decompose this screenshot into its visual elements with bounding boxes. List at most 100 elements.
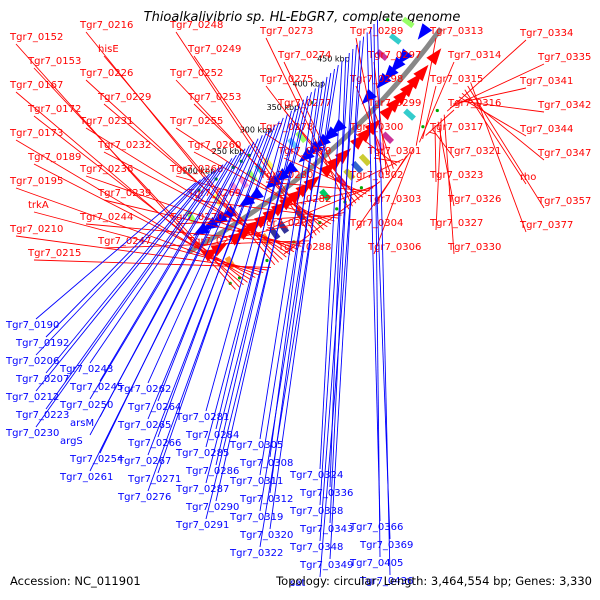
reverse-label-line [269,68,335,530]
scale-label: 300 kbp [240,126,273,135]
forward-gene-label: Tgr7_0334 [519,28,573,39]
forward-gene-label: Tgr7_0288 [277,242,331,253]
reverse-gene-label: argS [60,436,83,447]
forward-label-line [175,31,313,239]
reverse-gene-label: Tgr7_0261 [59,472,113,483]
reverse-gene-label: Tgr7_0266 [127,438,181,449]
forward-gene-label: Tgr7_0342 [537,100,591,111]
genome-summary: Topology: circular; Length: 3,464,554 bp… [275,574,592,588]
reverse-label-line [99,158,233,382]
forward-gene-arrow [426,48,442,66]
forward-gene-arrow [413,64,429,82]
reverse-label-line [269,84,320,458]
reverse-label-line [259,80,324,476]
forward-gene-label: Tgr7_0335 [537,52,591,63]
forward-gene-label: Tgr7_0226 [79,68,133,79]
forward-gene-label: Tgr7_0278 [259,122,313,133]
forward-gene-label: Tgr7_0173 [9,128,63,139]
forward-gene-label: Tgr7_0231 [79,116,133,127]
forward-label-line [458,96,527,137]
reverse-label-line [329,40,361,560]
reverse-gene-label: Tgr7_0305 [229,440,283,451]
reverse-gene-label: Tgr7_0286 [185,466,239,477]
forward-label-line [373,148,414,255]
reverse-label-line [35,164,224,428]
forward-gene-label: Tgr7_0341 [519,76,573,87]
forward-gene-arrow [303,175,321,191]
forward-gene-label: Tgr7_0326 [447,194,501,205]
forward-label-line [33,115,248,283]
forward-gene-label: Tgr7_0268 [169,164,223,175]
forward-gene-label: trkA [28,200,49,211]
forward-label-line [355,152,411,231]
reverse-gene-arrow [376,72,392,89]
forward-gene-label: Tgr7_0306 [367,242,421,253]
forward-gene-label: Tgr7_0377 [519,220,573,231]
reverse-label-line [259,72,332,512]
forward-label-line [15,139,252,281]
reverse-cog-block [389,33,402,45]
scale-label: 250 kbp [212,147,245,156]
reverse-gene-label: Tgr7_0245 [69,382,123,393]
reverse-gene-labels: Tgr7_0190Tgr7_0192Tgr7_0206Tgr7_0207Tgr7… [5,19,413,589]
forward-label-line [283,157,367,195]
forward-cog-block [403,108,416,121]
reverse-gene-label: Tgr7_0223 [15,410,69,421]
forward-gene-label: Tgr7_0270 [169,212,223,223]
forward-label-line [415,37,437,146]
forward-gene-label: Tgr7_0327 [429,218,483,229]
rna-marker [435,108,439,113]
forward-cog-block [319,188,332,202]
forward-gene-label: Tgr7_0167 [9,80,63,91]
forward-gene-label: rho [520,172,536,183]
reverse-label-line [215,110,292,430]
reverse-label-line [35,176,206,356]
forward-gene-label: Tgr7_0172 [27,104,81,115]
reverse-gene-label: Tgr7_0265 [117,420,171,431]
forward-gene-label: Tgr7_0153 [27,56,81,67]
reverse-label-line [35,182,197,320]
reverse-gene-label: Tgr7_0271 [127,474,181,485]
reverse-gene-label: Tgr7_0324 [289,470,343,481]
forward-label-line [33,211,264,273]
reverse-label-line [373,23,381,558]
forward-gene-label: Tgr7_0323 [429,170,483,181]
forward-label-line [355,158,404,183]
forward-gene-label: Tgr7_0248 [169,20,223,31]
reverse-gene-label: Tgr7_0311 [229,476,283,487]
forward-gene-label: Tgr7_0247 [97,236,151,247]
reverse-gene-label: Tgr7_0206 [5,356,59,367]
forward-label-line [456,100,545,113]
reverse-gene-arrow [397,48,413,65]
forward-label-line [422,85,437,140]
reverse-label-line [329,48,354,524]
reverse-gene-label: Tgr7_0287 [175,484,229,495]
scale-label: 450 kbp [317,55,350,64]
forward-label-line [355,85,391,173]
reverse-gene-label: Tgr7_0405 [349,558,403,569]
forward-cog-block [381,131,394,144]
reverse-label-line [205,92,312,520]
reverse-gene-label: Tgr7_0264 [127,402,181,413]
reverse-gene-label: Tgr7_0276 [117,492,171,503]
forward-gene-label: Tgr7_0279 [277,146,331,157]
reverse-gene-label: Tgr7_0319 [229,512,283,523]
forward-gene-label: Tgr7_0357 [537,196,591,207]
forward-label-line [461,92,545,161]
forward-gene-label: Tgr7_0314 [447,50,501,61]
forward-cog-block [294,208,307,222]
forward-label-line [425,109,455,136]
forward-gene-label: Tgr7_0313 [429,26,483,37]
reverse-label-line [259,88,316,440]
forward-gene-label: Tgr7_0249 [187,44,241,55]
forward-cog-block [358,153,372,167]
reverse-gene-label: Tgr7_0312 [239,494,293,505]
forward-label-line [373,109,394,169]
reverse-gene-label: Tgr7_0348 [289,542,343,553]
rna-marker [335,207,339,211]
forward-gene-label: Tgr7_0298 [349,74,403,85]
reverse-label-line [35,170,215,392]
reverse-label-line [89,148,246,436]
reverse-gene-arrow [390,56,406,73]
